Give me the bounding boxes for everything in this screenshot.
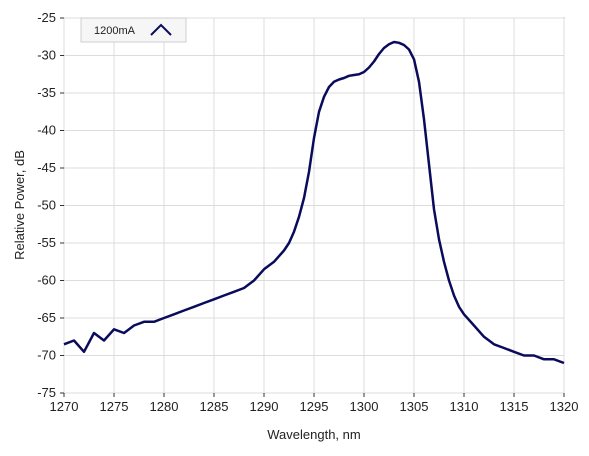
x-tick-label: 1285 [200,399,229,414]
y-tick-label: -45 [37,160,56,175]
y-tick-label: -35 [37,85,56,100]
legend-label: 1200mA [94,25,136,37]
x-tick-label: 1295 [300,399,329,414]
y-axis-label: Relative Power, dB [12,150,27,260]
y-tick-label: -75 [37,385,56,400]
series-line [63,40,565,365]
x-tick-label: 1305 [400,399,429,414]
x-tick-label: 1300 [350,399,379,414]
x-axis-label: Wavelength, nm [267,427,360,442]
y-tick-label: -60 [37,273,56,288]
x-tick-label: 1275 [100,399,129,414]
legend-box [80,17,187,43]
legend: 1200mA [80,17,187,43]
y-axis-ticks: -25 -30 -35 -40 -45 -50 -55 -60 -65 -70 -75 [37,10,64,400]
x-tick-label: 1270 [50,399,79,414]
y-tick-label: -65 [37,310,56,325]
y-tick-label: -25 [37,10,56,25]
y-tick-label: -30 [37,48,56,63]
grid [63,17,565,394]
y-tick-label: -70 [37,348,56,363]
legend-line-icon [150,23,172,36]
x-axis-ticks: 1270 1275 1280 1285 1290 1295 1300 1305 1310 1315… [50,393,579,414]
x-tick-label: 1280 [150,399,179,414]
series-layer [63,40,565,365]
x-tick-label: 1290 [250,399,279,414]
x-tick-label: 1315 [500,399,529,414]
y-tick-label: -40 [37,123,56,138]
y-tick-label: -50 [37,198,56,213]
y-tick-label: -55 [37,235,56,250]
x-tick-label: 1310 [450,399,479,414]
x-tick-label: 1320 [550,399,579,414]
